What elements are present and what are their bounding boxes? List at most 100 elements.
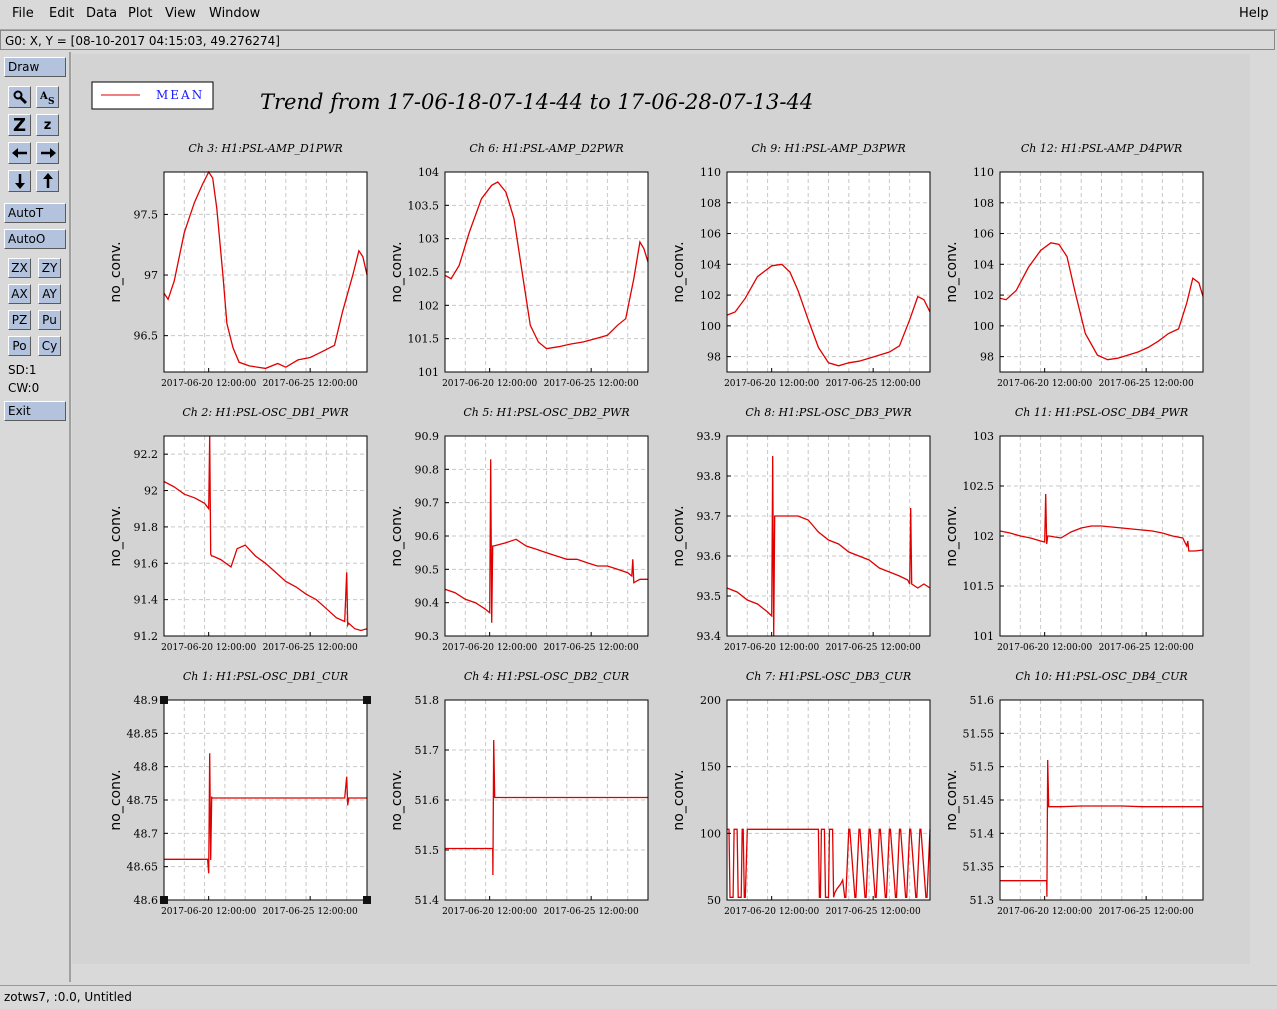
- y-tick-label: 100: [973, 320, 994, 333]
- chart-panel: 51.3 51.35 51.4 51.45 51.5 51.55 51.6 2017-06-2…: [944, 670, 1204, 917]
- svg-text:A: A: [39, 91, 48, 102]
- series-line-mean: [726, 263, 931, 367]
- coordinate-readout-bar: G0: X, Y = [08-10-2017 04:15:03, 49.2762…: [0, 30, 1275, 50]
- y-tick-label: 91.6: [134, 557, 159, 570]
- y-tick-label: 51.35: [963, 861, 995, 874]
- y-axis-label: no_conv.: [944, 769, 960, 830]
- y-tick-label: 91.4: [134, 594, 159, 607]
- auto-t-button[interactable]: AutoT: [4, 203, 66, 223]
- menu-edit[interactable]: Edit: [49, 6, 75, 21]
- pz-button[interactable]: PZ: [8, 310, 31, 330]
- svg-text:S: S: [48, 97, 55, 105]
- plot-frame: [163, 171, 368, 373]
- series-line-mean: [163, 435, 368, 632]
- y-tick-label: 51.4: [970, 827, 995, 840]
- x-tick-label: 2017-06-20 12:00:00: [997, 907, 1092, 917]
- chart-panel: 98 100 102 104 106 108 110 2017-06-20 12:00:00 2…: [944, 142, 1204, 389]
- y-tick-label: 48.7: [134, 827, 159, 840]
- chart-title: Ch 10: H1:PSL-OSC_DB4_CUR: [1015, 670, 1187, 683]
- y-tick-label: 51.6: [970, 694, 995, 707]
- chart-panel: 101 101.5 102 102.5 103 2017-06-20 12:00:00 20…: [944, 406, 1204, 653]
- x-tick-label: 2017-06-20 12:00:00: [724, 907, 819, 917]
- legend-label-mean: MEAN: [156, 88, 204, 102]
- y-tick-label: 90.5: [415, 563, 440, 576]
- magnify-button[interactable]: [8, 86, 31, 108]
- po-button[interactable]: Po: [8, 336, 31, 356]
- y-axis-label: no_conv.: [671, 769, 687, 830]
- y-tick-label: 92.2: [134, 448, 159, 461]
- cy-button[interactable]: Cy: [38, 336, 61, 356]
- y-tick-label: 90.6: [415, 530, 440, 543]
- y-tick-label: 101.5: [963, 580, 995, 593]
- pu-button[interactable]: Pu: [38, 310, 61, 330]
- x-tick-label: 2017-06-20 12:00:00: [724, 643, 819, 653]
- series-line-mean: [445, 739, 648, 876]
- menu-file[interactable]: File: [12, 6, 34, 21]
- y-axis-label: no_conv.: [108, 769, 124, 830]
- y-tick-label: 48.85: [127, 727, 159, 740]
- zy-button[interactable]: ZY: [38, 258, 61, 278]
- y-tick-label: 102.5: [408, 266, 440, 279]
- arrow-left-icon: [11, 148, 27, 158]
- zoom-out-button[interactable]: z: [36, 114, 59, 136]
- y-tick-label: 93.5: [697, 590, 722, 603]
- auto-o-button[interactable]: AutoO: [4, 229, 66, 249]
- menu-data[interactable]: Data: [86, 6, 118, 21]
- y-axis-label: no_conv.: [389, 769, 405, 830]
- menu-window[interactable]: Window: [209, 6, 261, 21]
- menu-view[interactable]: View: [165, 6, 196, 21]
- y-tick-label: 48.75: [127, 794, 159, 807]
- coordinate-readout: G0: X, Y = [08-10-2017 04:15:03, 49.2762…: [5, 34, 280, 48]
- chart-panel: 101 101.5 102 102.5 103 103.5 104 2017-06-20 12…: [389, 142, 649, 389]
- y-tick-label: 48.8: [134, 761, 159, 774]
- y-tick-label: 150: [700, 761, 721, 774]
- x-tick-label: 2017-06-20 12:00:00: [997, 643, 1092, 653]
- y-tick-label: 103: [418, 233, 439, 246]
- chart-title: Ch 1: H1:PSL-OSC_DB1_CUR: [183, 670, 348, 683]
- chart-panel: 50 100 150 200 2017-06-20 12:00:00 2017-06-25…: [671, 670, 931, 917]
- y-tick-label: 101: [973, 630, 994, 643]
- plot-frame: [163, 435, 368, 637]
- ay-button[interactable]: AY: [38, 284, 61, 304]
- y-tick-label: 102: [418, 299, 439, 312]
- y-tick-label: 50: [707, 894, 721, 907]
- selection-handle: [160, 696, 168, 704]
- status-text: zotws7, :0.0, Untitled: [4, 990, 132, 1004]
- zoom-in-button[interactable]: Z: [8, 114, 31, 136]
- zx-button[interactable]: ZX: [8, 258, 31, 278]
- y-tick-label: 110: [973, 166, 994, 179]
- draw-button[interactable]: Draw: [4, 57, 66, 77]
- y-tick-label: 90.3: [415, 630, 440, 643]
- x-tick-label: 2017-06-25 12:00:00: [544, 643, 639, 653]
- chart-title: Ch 7: H1:PSL-OSC_DB3_CUR: [746, 670, 911, 683]
- chart-title: Ch 5: H1:PSL-OSC_DB2_PWR: [463, 406, 629, 419]
- menu-bar: File Edit Data Plot View Window Help: [0, 0, 1277, 30]
- exit-button[interactable]: Exit: [4, 401, 66, 421]
- pan-left-button[interactable]: [8, 142, 31, 164]
- pan-down-button[interactable]: [8, 170, 31, 192]
- selection-handle: [160, 896, 168, 904]
- pan-up-button[interactable]: [36, 170, 59, 192]
- chart-title: Ch 2: H1:PSL-OSC_DB1_PWR: [182, 406, 348, 419]
- series-line-mean: [1000, 759, 1203, 897]
- pan-right-button[interactable]: [36, 142, 59, 164]
- ax-button[interactable]: AX: [8, 284, 31, 304]
- chart-panel: 51.4 51.5 51.6 51.7 51.8 2017-06-20 12:00:00 2…: [389, 670, 649, 917]
- series-line-mean: [444, 181, 649, 350]
- y-tick-label: 101: [418, 366, 439, 379]
- arrow-right-icon: [40, 148, 56, 158]
- x-tick-label: 2017-06-20 12:00:00: [997, 379, 1092, 389]
- menu-help[interactable]: Help: [1239, 6, 1269, 21]
- x-tick-label: 2017-06-25 12:00:00: [544, 907, 639, 917]
- selection-handle: [363, 696, 371, 704]
- y-tick-label: 93.9: [697, 430, 722, 443]
- menu-plot[interactable]: Plot: [128, 6, 153, 21]
- series-line-mean: [727, 828, 931, 898]
- plot-canvas[interactable]: MEAN Trend from 17-06-18-07-14-44 to 17-…: [72, 54, 1250, 964]
- cw-indicator: CW:0: [8, 381, 40, 395]
- y-tick-label: 106: [973, 228, 994, 241]
- chart-title: Ch 12: H1:PSL-AMP_D4PWR: [1021, 142, 1182, 155]
